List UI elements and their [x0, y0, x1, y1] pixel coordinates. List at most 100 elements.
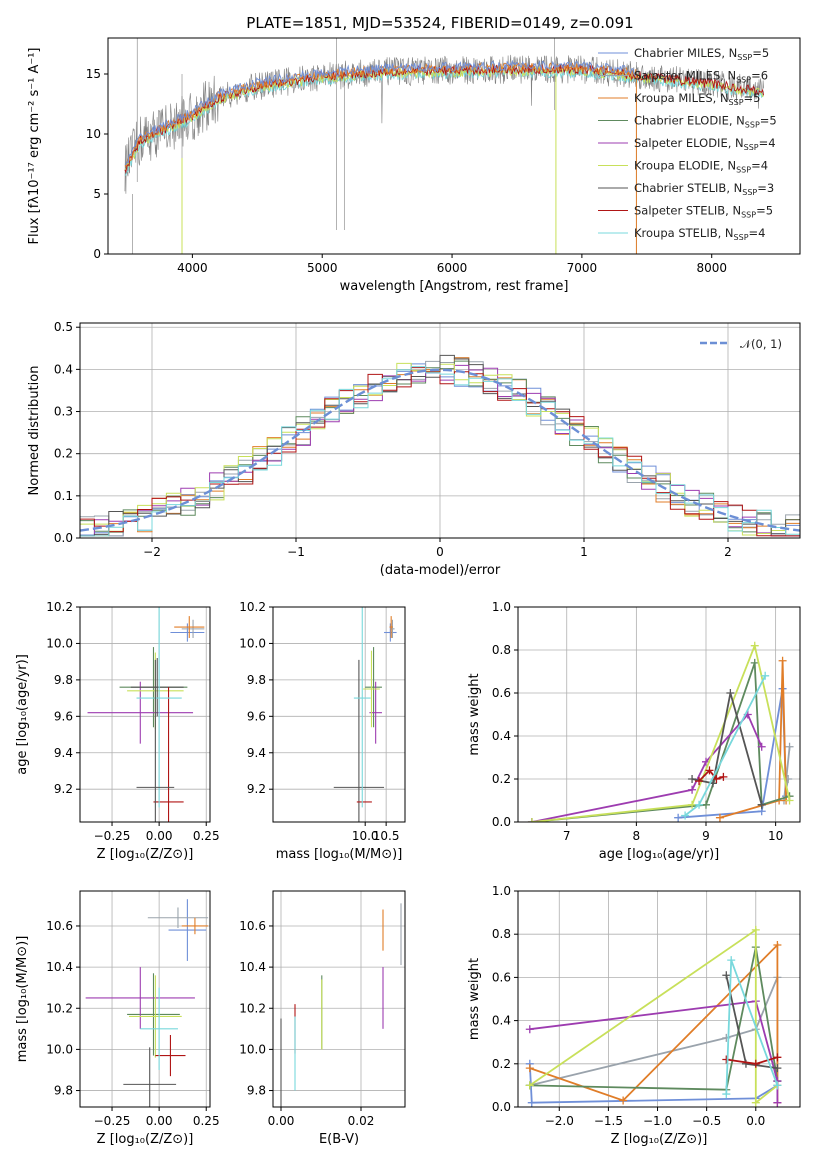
z_mass-plot-area — [85, 899, 209, 1107]
weight-series-line — [529, 942, 779, 1103]
z_mass-ytick-label: 10.2 — [46, 1001, 73, 1015]
z_age-ytick-label: 9.8 — [54, 673, 73, 687]
spectrum-xtick-label: 5000 — [307, 261, 338, 275]
weight-marker — [674, 813, 683, 822]
weight-marker — [773, 1098, 782, 1107]
weight-marker — [525, 1025, 534, 1034]
weight-marker — [750, 658, 759, 667]
ebv_mass-axes — [273, 891, 405, 1107]
weight-series-line — [725, 959, 779, 1095]
age_weight-xtick-label: 8 — [633, 829, 641, 843]
z_age-xtick-label: 0.25 — [193, 829, 220, 843]
age_weight-ytick-label: 0.0 — [492, 815, 511, 829]
weight-marker — [773, 1053, 782, 1062]
z_weight-xtick-label: −2.0 — [545, 1114, 574, 1128]
ebv_mass-ytick-label: 10.4 — [239, 960, 266, 974]
figure-title: PLATE=1851, MJD=53524, FIBERID=0149, z=0… — [246, 14, 633, 32]
age_weight-ytick-label: 0.2 — [492, 772, 511, 786]
weight-series-line — [529, 1000, 779, 1103]
residuals-ylabel: Normed distribution — [27, 366, 42, 496]
normal-curve — [80, 368, 800, 532]
weight-marker — [715, 813, 724, 822]
spectrum-xtick-label: 4000 — [177, 261, 208, 275]
age_weight-ytick-label: 0.8 — [492, 643, 511, 657]
ebv_mass-ytick-label: 9.8 — [247, 1084, 266, 1098]
weight-series-line — [719, 660, 787, 819]
weight-marker — [712, 775, 721, 783]
age_weight-xtick-label: 10 — [768, 829, 783, 843]
spectrum-xlabel: wavelength [Angstrom, rest frame] — [340, 279, 569, 294]
legend-entry: Chabrier ELODIE, NSSP=5 — [634, 114, 777, 130]
weight-marker — [688, 785, 697, 794]
legend-entry: Salpeter STELIB, NSSP=5 — [634, 204, 773, 220]
z_weight-ytick-label: 1.0 — [492, 884, 511, 898]
age_weight-plot-area — [527, 641, 794, 822]
age_weight-axes — [518, 606, 800, 823]
z_mass-xlabel: Z [log₁₀(Z/Z⊙)] — [97, 1132, 194, 1147]
z_weight-ytick-label: 0.2 — [492, 1057, 511, 1071]
residuals-ytick-label: 0.5 — [54, 320, 73, 334]
mass_age-frame — [272, 606, 406, 823]
weight-marker — [722, 1055, 731, 1064]
mass_age-ytick-label: 9.6 — [247, 709, 266, 723]
weight-series-line — [531, 662, 790, 822]
residuals-axes — [80, 323, 800, 539]
weight-marker — [741, 1059, 750, 1068]
weight-marker — [773, 1081, 782, 1090]
z_mass-xtick-label: 0.00 — [146, 1114, 173, 1128]
weight-marker — [705, 766, 714, 775]
spectrum-ytick-label: 0 — [93, 247, 101, 261]
residuals-xtick-label: −2 — [143, 545, 161, 559]
z_mass-ytick-label: 10.4 — [46, 960, 73, 974]
residuals-xlabel: (data-model)/error — [380, 563, 501, 578]
mass_age-ytick-label: 10.0 — [239, 636, 266, 650]
weight-marker — [750, 641, 759, 650]
ebv_mass-xtick-label: 0.02 — [348, 1114, 375, 1128]
z_mass-xtick-label: 0.25 — [193, 1114, 220, 1128]
residuals-ytick-label: 0.2 — [54, 447, 73, 461]
weight-marker — [761, 671, 770, 680]
ebv_mass-ytick-label: 10.6 — [239, 919, 266, 933]
residuals-xtick-label: 2 — [724, 545, 732, 559]
model-spectrum-line — [124, 63, 765, 174]
weight-marker — [757, 742, 766, 751]
legend-entry-normal: 𝒩(0, 1) — [740, 337, 782, 351]
z_mass-axes — [80, 891, 210, 1107]
spectrum-ylabel: Flux [fλ10⁻¹⁷ erg cm⁻² s⁻¹ A⁻¹] — [27, 48, 42, 245]
z_age-xtick-label: −0.25 — [94, 829, 131, 843]
legend-entry: Kroupa STELIB, NSSP=4 — [634, 226, 765, 242]
mass_age-xtick-label: 10.0 — [352, 829, 379, 843]
weight-marker — [688, 800, 697, 809]
residuals-xtick-label: 1 — [580, 545, 588, 559]
mass_age-xtick-label: 10.5 — [373, 829, 400, 843]
z_weight-axes — [518, 890, 800, 1108]
z_weight-ytick-label: 0.0 — [492, 1100, 511, 1114]
spectrum-ytick-label: 15 — [86, 67, 101, 81]
residuals-xtick-label: −1 — [287, 545, 305, 559]
ebv_mass-ytick-label: 10.2 — [239, 1001, 266, 1015]
residuals-ytick-label: 0.3 — [54, 405, 73, 419]
residuals-ytick-label: 0.1 — [54, 489, 73, 503]
residual-histogram — [80, 354, 800, 537]
weight-series-line — [529, 928, 778, 1105]
mass_age-ytick-label: 10.2 — [239, 600, 266, 614]
ebv_mass-xtick-label: 0.00 — [268, 1114, 295, 1128]
spectrum-axes — [124, 38, 765, 254]
z_mass-frame — [79, 890, 211, 1108]
mass_age-plot-area — [333, 607, 397, 822]
mass_age-ytick-label: 9.8 — [247, 673, 266, 687]
mass_age-ytick-label: 9.4 — [247, 746, 266, 760]
age_weight-ylabel: mass weight — [467, 673, 482, 755]
weight-marker — [773, 1064, 782, 1073]
z_weight-ytick-label: 0.4 — [492, 1014, 511, 1028]
legend-entry: Chabrier STELIB, NSSP=3 — [634, 181, 774, 197]
mass_age-xlabel: mass [log₁₀(M/M⊙)] — [276, 847, 403, 862]
z_weight-ylabel: mass weight — [467, 958, 482, 1040]
weight-marker — [525, 1064, 534, 1073]
weight-marker — [751, 1059, 760, 1068]
age_weight-ytick-label: 1.0 — [492, 600, 511, 614]
weight-marker — [527, 1098, 536, 1107]
weight-series-line — [698, 769, 724, 782]
weight-marker — [695, 777, 704, 786]
